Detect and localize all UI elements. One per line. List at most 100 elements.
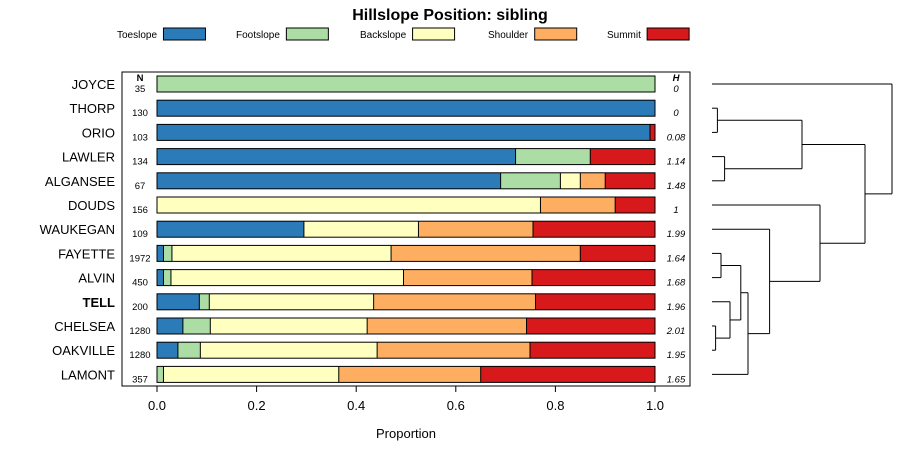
x-tick-label: 0.8 bbox=[546, 398, 564, 413]
bar-outline-lamont bbox=[156, 365, 656, 383]
row-label-douds: DOUDS bbox=[68, 198, 115, 213]
bar-chelsea-summit bbox=[526, 318, 655, 334]
bar-outline-fayette bbox=[156, 244, 656, 262]
n-value-waukegan: 109 bbox=[132, 229, 148, 240]
n-value-fayette: 1972 bbox=[129, 253, 150, 264]
bar-tell-shoulder bbox=[373, 293, 536, 310]
bar-lawler-toeslope bbox=[157, 148, 516, 165]
bar-alvin-summit bbox=[531, 269, 655, 286]
bar-tell-toeslope bbox=[157, 293, 200, 310]
bar-tell-backslope bbox=[209, 293, 374, 310]
bar-tell-footslope bbox=[199, 293, 210, 310]
bar-chelsea-toeslope bbox=[157, 318, 183, 334]
bar-orio-toeslope bbox=[157, 124, 651, 141]
n-value-lamont: 357 bbox=[132, 374, 148, 385]
bar-algansee-toeslope bbox=[157, 172, 501, 189]
row-label-joyce: JOYCE bbox=[72, 77, 116, 92]
bar-fayette-shoulder bbox=[391, 245, 581, 262]
bar-waukegan-shoulder bbox=[418, 221, 533, 238]
bar-lamont-shoulder bbox=[338, 366, 481, 383]
x-tick-label: 0.2 bbox=[248, 398, 266, 413]
h-value-joyce: 0 bbox=[673, 84, 679, 95]
row-label-lamont: LAMONT bbox=[61, 367, 115, 382]
bar-lamont-summit bbox=[480, 366, 655, 383]
h-value-thorp: 0 bbox=[673, 108, 679, 119]
bar-alvin-backslope bbox=[170, 269, 404, 286]
legend-label-toeslope: Toeslope bbox=[117, 30, 157, 41]
row-label-algansee: ALGANSEE bbox=[45, 174, 115, 189]
bar-outline-algansee bbox=[156, 172, 656, 190]
bar-alvin-toeslope bbox=[157, 269, 164, 286]
bar-lawler-footslope bbox=[515, 148, 591, 165]
legend-swatch-footslope bbox=[285, 27, 329, 41]
bar-rows: JOYCE 35 0 THORP 130 0 ORIO 103 0.08 LAWLER 134 1.1… bbox=[40, 75, 686, 385]
row-label-thorp: THORP bbox=[70, 101, 116, 116]
bar-oakville-backslope bbox=[200, 342, 378, 359]
bar-outline-orio bbox=[156, 123, 656, 141]
n-value-oakville: 1280 bbox=[129, 350, 150, 361]
bar-outline-douds bbox=[156, 196, 656, 214]
bar-alvin-footslope bbox=[163, 269, 171, 286]
chart-title: Hillslope Position: sibling bbox=[352, 7, 548, 24]
bar-outline-lawler bbox=[156, 148, 656, 166]
x-axis-label: Proportion bbox=[376, 426, 436, 441]
h-value-oakville: 1.95 bbox=[667, 350, 686, 361]
row-label-alvin: ALVIN bbox=[78, 271, 115, 286]
legend-label-backslope: Backslope bbox=[360, 30, 407, 41]
bar-waukegan-summit bbox=[532, 221, 655, 238]
bar-fayette-summit bbox=[580, 245, 655, 262]
bar-orio-summit bbox=[650, 124, 655, 141]
bar-thorp-toeslope bbox=[157, 100, 655, 117]
legend-label-footslope: Footslope bbox=[236, 30, 280, 41]
row-label-chelsea: CHELSEA bbox=[54, 319, 115, 334]
bar-lawler-summit bbox=[590, 148, 655, 165]
bar-outline-chelsea bbox=[156, 317, 656, 335]
bar-algansee-footslope bbox=[500, 172, 561, 189]
h-value-fayette: 1.64 bbox=[667, 253, 686, 264]
h-value-douds: 1 bbox=[673, 205, 678, 216]
bar-douds-summit bbox=[615, 197, 655, 213]
h-value-alvin: 1.68 bbox=[667, 278, 686, 289]
bar-outline-oakville bbox=[156, 341, 656, 359]
n-value-joyce: 35 bbox=[135, 84, 146, 95]
h-value-orio: 0.08 bbox=[667, 132, 686, 143]
bar-fayette-backslope bbox=[171, 245, 392, 262]
bar-chelsea-shoulder bbox=[367, 318, 527, 334]
n-value-chelsea: 1280 bbox=[129, 326, 150, 337]
x-axis: 0.0 0.2 0.4 0.6 0.8 1.0 bbox=[148, 386, 664, 413]
bar-lamont-backslope bbox=[163, 366, 339, 383]
dendrogram bbox=[712, 83, 893, 375]
bar-outline-waukegan bbox=[156, 220, 656, 238]
bar-chelsea-backslope bbox=[210, 318, 368, 334]
row-label-waukegan: WAUKEGAN bbox=[40, 222, 115, 237]
bar-joyce-footslope bbox=[157, 76, 655, 92]
n-value-alvin: 450 bbox=[132, 278, 148, 289]
bar-oakville-toeslope bbox=[157, 342, 178, 359]
n-value-thorp: 130 bbox=[132, 108, 148, 119]
bar-outline-joyce bbox=[156, 75, 656, 93]
bar-tell-summit bbox=[535, 293, 655, 310]
legend-swatch-summit bbox=[646, 27, 690, 41]
legend-label-shoulder: Shoulder bbox=[488, 30, 529, 41]
h-value-lamont: 1.65 bbox=[667, 374, 686, 385]
row-label-orio: ORIO bbox=[82, 125, 115, 140]
legend-swatch-shoulder bbox=[534, 27, 578, 41]
bar-outline-alvin bbox=[156, 269, 656, 287]
bar-oakville-summit bbox=[530, 342, 655, 359]
h-value-lawler: 1.14 bbox=[667, 157, 686, 168]
bar-algansee-backslope bbox=[560, 172, 581, 189]
legend: Toeslope Footslope Backslope Shoulder Summit bbox=[117, 27, 690, 41]
bar-waukegan-backslope bbox=[303, 221, 419, 238]
bar-douds-shoulder bbox=[540, 197, 616, 213]
bar-outline-thorp bbox=[156, 99, 656, 117]
row-label-tell: TELL bbox=[83, 295, 116, 310]
row-label-fayette: FAYETTE bbox=[58, 246, 115, 261]
bar-waukegan-toeslope bbox=[157, 221, 304, 238]
legend-swatch-backslope bbox=[412, 27, 456, 41]
h-value-algansee: 1.48 bbox=[667, 181, 686, 192]
bar-douds-backslope bbox=[157, 197, 541, 213]
h-value-waukegan: 1.99 bbox=[667, 229, 686, 240]
bar-oakville-shoulder bbox=[377, 342, 531, 359]
x-tick-label: 0.4 bbox=[347, 398, 365, 413]
